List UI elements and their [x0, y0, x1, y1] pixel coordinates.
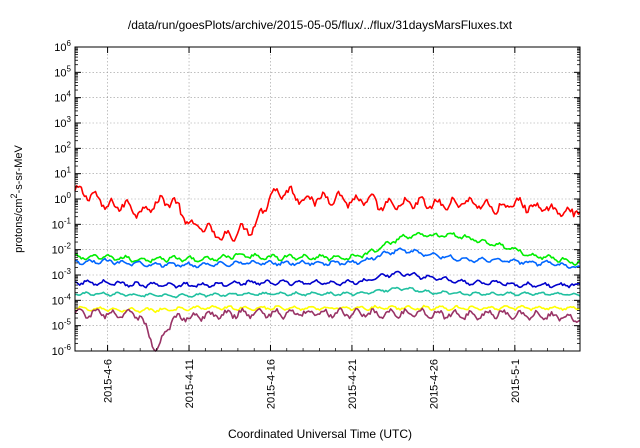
y-tick-base: 10 — [54, 42, 66, 54]
x-tick-label: 2015-4-26 — [428, 359, 440, 409]
y-axis-label-pre: protons/cm — [13, 198, 25, 252]
y-tick-exponent: -2 — [64, 242, 72, 251]
x-tick-label: 2015-4-11 — [184, 359, 196, 408]
x-tick-label: 2015-4-16 — [265, 359, 277, 409]
y-tick-label: 10-5 — [52, 318, 72, 333]
y-tick-label: 100 — [54, 191, 71, 206]
y-tick-exponent: -4 — [64, 292, 72, 301]
series-lines — [74, 185, 581, 352]
series-line-3 — [75, 247, 581, 269]
x-axis-label: Coordinated Universal Time (UTC) — [227, 427, 413, 441]
y-tick-label: 10-4 — [52, 292, 72, 307]
y-tick-exponent: 0 — [67, 191, 72, 200]
y-tick-label: 10-3 — [52, 267, 72, 282]
y-tick-label: 10-6 — [52, 343, 72, 358]
y-tick-exponent: 5 — [67, 64, 72, 73]
y-axis-label: protons/cm2-s-sr-MeV — [9, 144, 25, 252]
y-tick-exponent: 6 — [67, 39, 72, 48]
y-tick-exponent: -3 — [64, 267, 72, 276]
chart-title: /data/run/goesPlots/archive/2015-05-05/f… — [127, 18, 513, 32]
y-tick-label: 104 — [54, 90, 71, 105]
y-tick-base: 10 — [54, 169, 66, 181]
y-tick-exponent: 3 — [67, 115, 72, 124]
y-tick-label: 106 — [54, 39, 71, 54]
y-tick-base: 10 — [52, 245, 64, 257]
y-tick-base: 10 — [52, 270, 64, 282]
y-tick-label: 10-2 — [52, 242, 72, 257]
series-line-7 — [74, 307, 581, 352]
y-tick-base: 10 — [52, 219, 64, 231]
series-line-1 — [74, 185, 581, 242]
y-tick-exponent: -6 — [64, 343, 72, 352]
y-tick-base: 10 — [52, 321, 64, 333]
y-tick-label: 103 — [54, 115, 71, 130]
y-tick-exponent: -5 — [64, 318, 72, 327]
x-tick-label: 2015-4-21 — [347, 359, 359, 409]
series-line-2 — [74, 231, 581, 266]
y-tick-exponent: 1 — [67, 166, 72, 175]
y-axis-ticks: 10-610-510-410-310-210-11001011021031041… — [52, 39, 580, 358]
y-tick-label: 102 — [54, 140, 71, 155]
y-tick-base: 10 — [54, 93, 66, 105]
y-axis-label-post: -s-sr-MeV — [13, 144, 25, 193]
y-tick-label: 101 — [54, 166, 71, 181]
y-axis-label-sup: 2 — [9, 193, 19, 198]
grid — [75, 47, 580, 351]
y-tick-exponent: 2 — [67, 140, 72, 149]
series-line-6 — [74, 304, 581, 314]
series-line-5 — [75, 286, 581, 299]
x-axis-ticks: 2015-4-6 2015-4-11 2015-4-16 2015-4-21 2015-… — [74, 47, 581, 409]
x-tick-label: 2015-5-1 — [510, 359, 522, 403]
y-tick-base: 10 — [54, 67, 66, 79]
y-tick-base: 10 — [52, 346, 64, 358]
series-line-4 — [74, 270, 581, 289]
y-tick-base: 10 — [52, 295, 64, 307]
y-tick-base: 10 — [54, 194, 66, 206]
y-tick-base: 10 — [54, 118, 66, 130]
y-tick-base: 10 — [54, 143, 66, 155]
y-tick-label: 10-1 — [52, 216, 72, 231]
x-tick-label: 2015-4-6 — [103, 359, 115, 403]
y-tick-exponent: 4 — [67, 90, 72, 99]
y-tick-exponent: -1 — [64, 216, 72, 225]
y-tick-label: 105 — [54, 64, 71, 79]
